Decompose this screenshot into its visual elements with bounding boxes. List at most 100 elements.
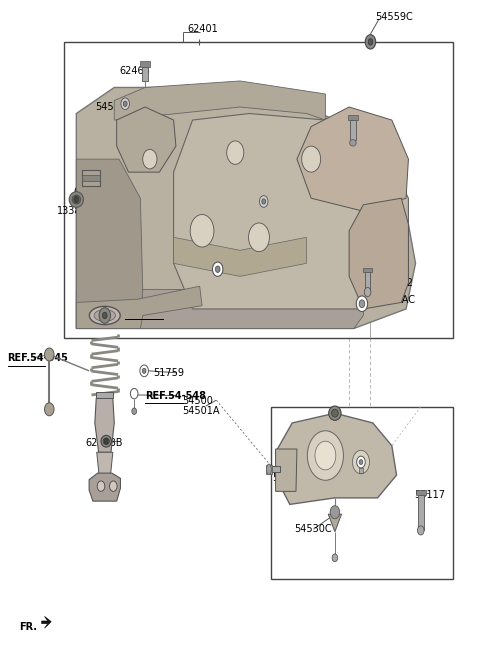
Circle shape: [45, 348, 54, 361]
Circle shape: [359, 459, 363, 464]
Text: 51759: 51759: [154, 368, 185, 378]
Ellipse shape: [101, 436, 111, 447]
Circle shape: [260, 196, 268, 208]
Text: 54501A: 54501A: [182, 406, 220, 417]
Circle shape: [131, 388, 138, 399]
Bar: [348, 115, 358, 120]
Circle shape: [315, 442, 336, 470]
Text: 62618B: 62618B: [86, 438, 123, 447]
Text: 62401: 62401: [188, 24, 218, 34]
Circle shape: [102, 312, 107, 319]
Circle shape: [352, 450, 370, 474]
Bar: [82, 175, 100, 181]
Text: 62492: 62492: [383, 278, 413, 288]
Polygon shape: [76, 87, 416, 328]
Text: 54514: 54514: [254, 196, 285, 206]
Circle shape: [357, 456, 365, 468]
Ellipse shape: [329, 406, 341, 420]
Text: 62322: 62322: [73, 187, 104, 196]
Circle shape: [368, 39, 373, 45]
Polygon shape: [349, 198, 408, 309]
Text: REF.54-545: REF.54-545: [8, 353, 68, 363]
Polygon shape: [328, 514, 342, 532]
Text: 54584A: 54584A: [290, 440, 327, 449]
Text: 62466: 62466: [119, 66, 150, 76]
Bar: [365, 273, 371, 290]
Ellipse shape: [332, 409, 338, 417]
Bar: [417, 490, 425, 495]
Text: 54500: 54500: [182, 396, 213, 407]
Circle shape: [359, 300, 365, 307]
Circle shape: [216, 266, 220, 273]
Ellipse shape: [69, 192, 84, 208]
Circle shape: [132, 408, 137, 415]
Text: 54519: 54519: [335, 483, 366, 493]
Circle shape: [74, 196, 79, 203]
Polygon shape: [114, 81, 325, 120]
Polygon shape: [76, 159, 143, 328]
Circle shape: [45, 403, 54, 416]
Polygon shape: [297, 107, 408, 212]
Circle shape: [104, 439, 108, 444]
Circle shape: [365, 35, 376, 49]
Text: 62485: 62485: [325, 122, 356, 131]
Polygon shape: [174, 237, 306, 277]
Circle shape: [364, 288, 371, 296]
Bar: [350, 120, 356, 139]
Ellipse shape: [89, 306, 120, 325]
Circle shape: [418, 526, 424, 535]
Text: 1327AC: 1327AC: [378, 296, 416, 306]
Circle shape: [123, 101, 127, 106]
Bar: [266, 464, 272, 474]
Text: REF.54-548: REF.54-548: [145, 391, 206, 401]
Circle shape: [97, 481, 105, 491]
Circle shape: [99, 307, 110, 323]
Polygon shape: [276, 449, 297, 491]
Circle shape: [143, 149, 157, 169]
Bar: [96, 392, 113, 398]
Text: 54559C: 54559C: [375, 12, 413, 22]
Circle shape: [356, 296, 368, 311]
Circle shape: [109, 481, 117, 491]
Polygon shape: [95, 398, 114, 452]
Circle shape: [330, 506, 340, 519]
Polygon shape: [76, 290, 363, 328]
Circle shape: [213, 262, 223, 277]
Bar: [142, 66, 148, 81]
Polygon shape: [42, 616, 51, 628]
Circle shape: [307, 431, 343, 480]
Text: 54530C: 54530C: [295, 524, 332, 534]
Text: FR.: FR.: [19, 622, 37, 632]
Circle shape: [301, 146, 321, 172]
Polygon shape: [89, 473, 120, 501]
Text: 62618B: 62618B: [223, 266, 261, 276]
Circle shape: [121, 98, 130, 110]
Circle shape: [332, 554, 338, 562]
Ellipse shape: [103, 438, 109, 444]
Bar: [64, 42, 454, 338]
Circle shape: [249, 223, 269, 252]
Circle shape: [227, 141, 244, 164]
Bar: [140, 61, 150, 66]
Circle shape: [190, 214, 214, 247]
Polygon shape: [76, 286, 202, 328]
Bar: [82, 170, 100, 187]
Circle shape: [140, 365, 148, 376]
Circle shape: [142, 368, 146, 373]
Bar: [271, 407, 454, 579]
Ellipse shape: [349, 139, 356, 146]
Polygon shape: [96, 452, 113, 485]
Text: 54551D: 54551D: [272, 473, 311, 484]
Text: REF.54-546: REF.54-546: [125, 306, 186, 316]
Text: 54514: 54514: [96, 102, 126, 112]
Bar: [271, 466, 280, 472]
Ellipse shape: [72, 195, 81, 204]
Bar: [419, 495, 424, 530]
Circle shape: [262, 199, 265, 204]
Ellipse shape: [94, 309, 116, 321]
Text: 1338CA: 1338CA: [57, 206, 95, 216]
Polygon shape: [276, 413, 396, 505]
Polygon shape: [117, 107, 176, 172]
Ellipse shape: [266, 464, 271, 474]
Polygon shape: [174, 114, 408, 309]
